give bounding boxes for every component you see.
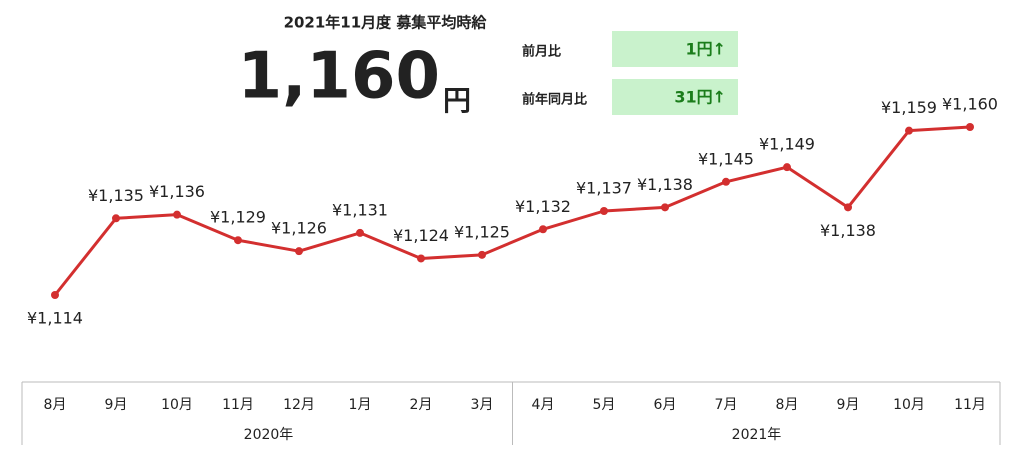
- comparison-value: 31円↑: [674, 88, 726, 107]
- x-tick-label: 8月: [44, 397, 67, 413]
- x-tick-label: 12月: [283, 397, 315, 413]
- data-label: ¥1,126: [271, 219, 327, 238]
- point: [478, 250, 486, 259]
- point: [783, 163, 791, 172]
- point: [173, 210, 181, 219]
- comparison-label: 前月比: [522, 44, 561, 60]
- x-tick-label: 11月: [222, 397, 254, 413]
- x-tick-label: 4月: [532, 397, 555, 413]
- data-label: ¥1,129: [210, 208, 266, 227]
- data-label: ¥1,131: [332, 200, 388, 219]
- point: [539, 225, 547, 234]
- x-tick-label: 10月: [893, 397, 925, 413]
- x-tick-label: 1月: [349, 397, 372, 413]
- point: [234, 236, 242, 245]
- data-label: ¥1,137: [576, 179, 632, 198]
- point: [600, 207, 608, 215]
- data-label: ¥1,160: [942, 95, 998, 114]
- comparison-label: 前年同月比: [522, 92, 587, 108]
- amount-unit: 円: [443, 84, 471, 117]
- point: [112, 214, 120, 223]
- x-tick-label: 7月: [715, 397, 738, 413]
- x-tick-label: 8月: [776, 397, 799, 413]
- data-label: ¥1,159: [881, 98, 937, 117]
- data-label: ¥1,149: [759, 135, 815, 154]
- comparison-box: [612, 31, 738, 67]
- amount: 1,160: [238, 40, 440, 114]
- point: [295, 247, 303, 256]
- point: [844, 203, 852, 212]
- x-tick-label: 9月: [105, 397, 128, 413]
- data-label: ¥1,138: [637, 175, 693, 194]
- title: 2021年11月度 募集平均時給: [284, 14, 488, 32]
- comparison-value: 1円↑: [685, 40, 726, 59]
- x-tick-label: 11月: [954, 397, 986, 413]
- data-label: ¥1,138: [820, 221, 876, 240]
- data-label: ¥1,132: [515, 197, 571, 216]
- data-label: ¥1,125: [454, 222, 510, 241]
- x-tick-label: 2月: [410, 397, 433, 413]
- point: [51, 291, 59, 299]
- point: [417, 254, 425, 263]
- x-tick-label: 9月: [837, 397, 860, 413]
- comparison-box: [612, 79, 738, 115]
- data-label: ¥1,124: [393, 226, 449, 245]
- x-tick-label: 10月: [161, 397, 193, 413]
- x-tick-label: 3月: [471, 397, 494, 413]
- group-label: 2020年: [244, 427, 294, 443]
- point: [356, 228, 364, 237]
- group-label: 2021年: [732, 427, 782, 443]
- line: [53, 125, 971, 296]
- data-label: ¥1,135: [88, 186, 144, 205]
- x-tick-label: 5月: [593, 397, 616, 413]
- point: [661, 203, 669, 212]
- data-label: ¥1,145: [698, 149, 754, 168]
- data-label: ¥1,114: [27, 309, 83, 328]
- data-label: ¥1,136: [149, 182, 205, 201]
- point: [722, 177, 730, 186]
- x-tick-label: 6月: [654, 397, 677, 413]
- point: [905, 126, 913, 135]
- point: [966, 123, 974, 131]
